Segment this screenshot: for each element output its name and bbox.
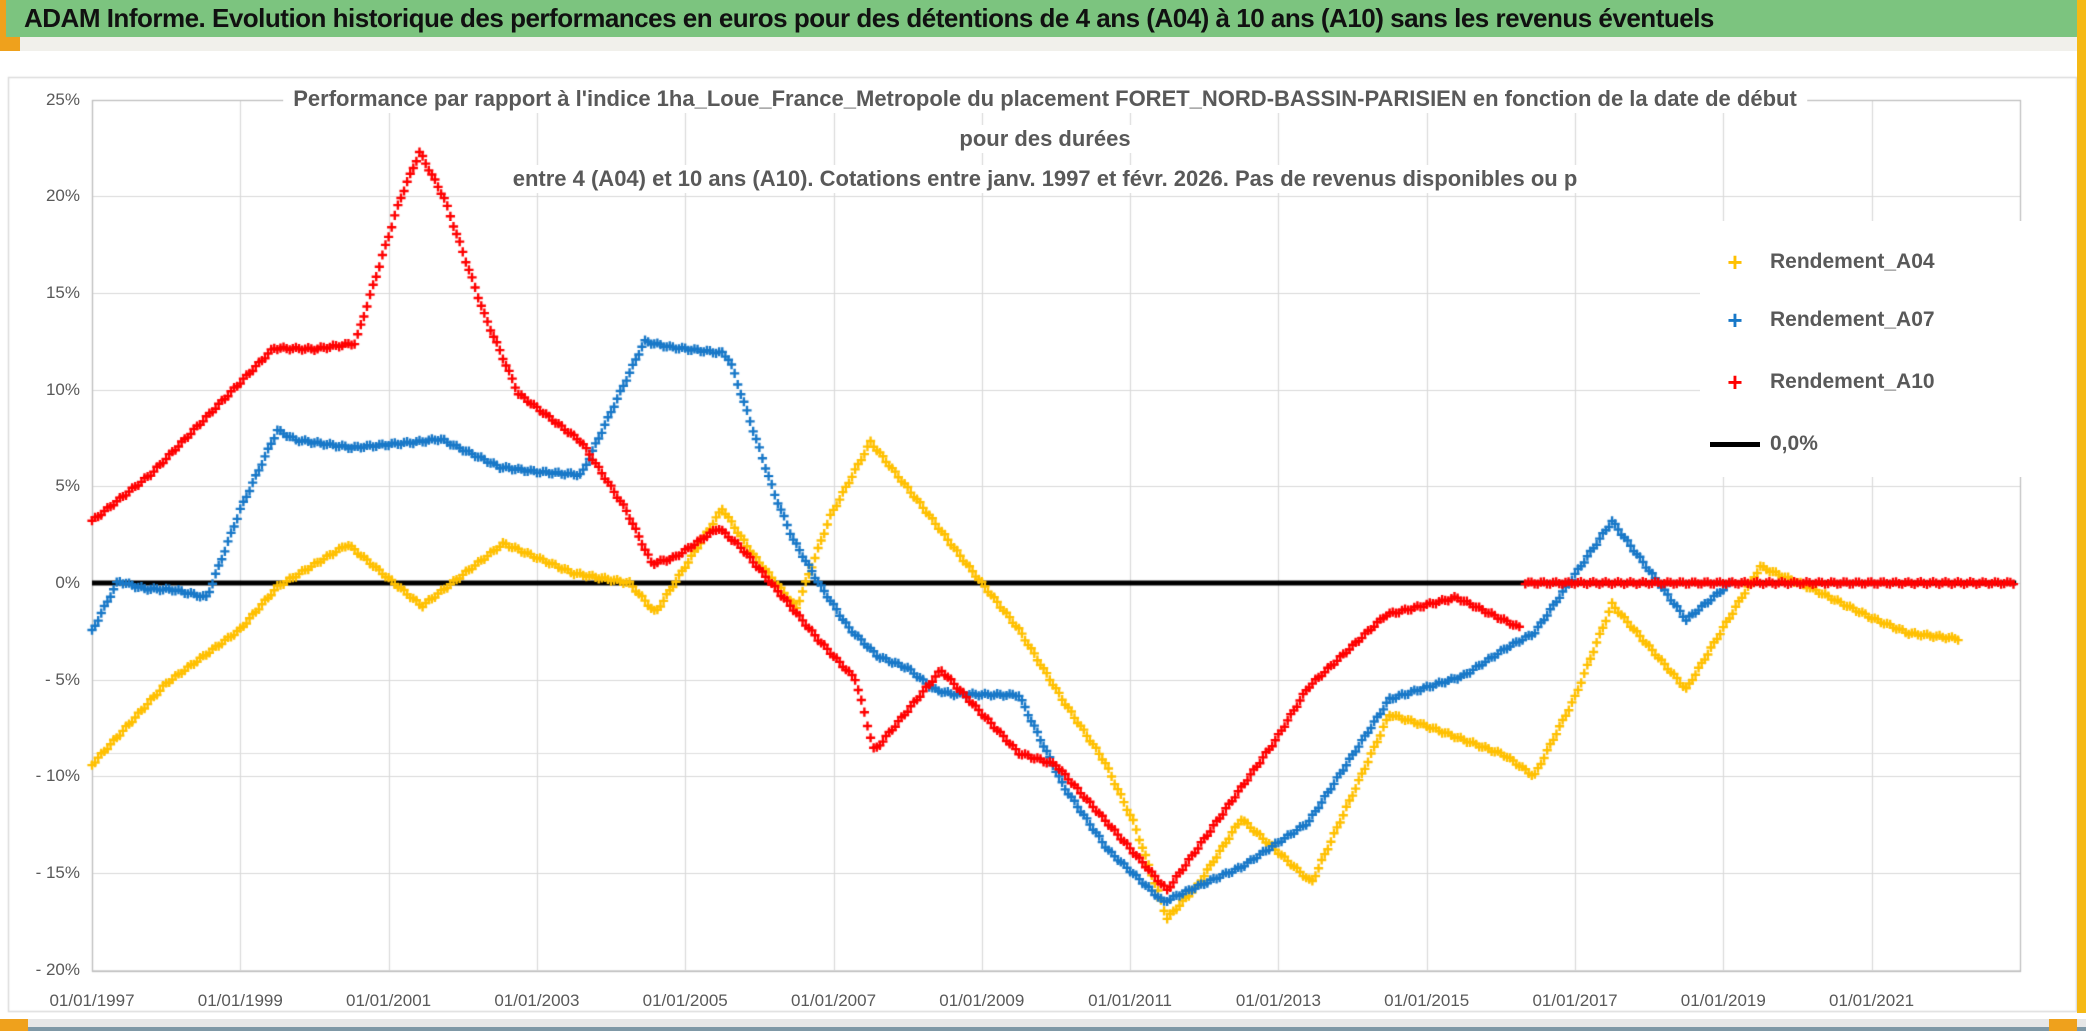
header-accent-square — [0, 37, 20, 51]
legend-label: 0,0% — [1770, 432, 1818, 455]
chart-title-line-3: entre 4 (A04) et 10 ans (A10). Cotations… — [502, 165, 1588, 193]
legend-label: Rendement_A10 — [1770, 370, 1935, 393]
bottom-left-accent-square — [0, 1019, 28, 1031]
x-tick-label: 01/01/2009 — [939, 991, 1025, 1010]
x-tick-label: 01/01/2007 — [790, 991, 877, 1010]
legend-plus-marker: + — [1727, 305, 1743, 335]
y-tick-label: - 20% — [35, 959, 80, 979]
y-tick-label: - 15% — [35, 862, 80, 882]
legend-item-rendement-a07[interactable]: + Rendement_A07 — [1700, 305, 1935, 335]
chart-canvas — [0, 51, 2077, 1013]
legend-item-rendement-a04[interactable]: + Rendement_A04 — [1700, 247, 1935, 277]
legend-plus-marker: + — [1727, 247, 1743, 277]
x-tick-label: 01/01/1997 — [49, 991, 135, 1010]
bottom-gap — [0, 1013, 2086, 1019]
x-tick-label: 01/01/2003 — [494, 991, 580, 1010]
x-tick-label: 01/01/2017 — [1532, 991, 1618, 1010]
y-tick-label: - 10% — [35, 766, 80, 786]
x-tick-label: 01/01/2011 — [1088, 991, 1173, 1010]
header-substrip — [0, 37, 2086, 51]
legend-item-0-0-[interactable]: 0,0% — [1700, 429, 1818, 459]
y-tick-label: 20% — [45, 186, 80, 206]
y-tick-label: - 5% — [45, 669, 80, 689]
chart-title-line-2: pour des durées — [949, 125, 1141, 153]
legend-item-rendement-a10[interactable]: + Rendement_A10 — [1700, 367, 1935, 397]
bottom-strip — [0, 1019, 2086, 1031]
app-title: ADAM Informe. Evolution historique des p… — [24, 3, 1714, 33]
y-tick-label: 15% — [45, 283, 80, 303]
y-tick-label: 25% — [45, 89, 80, 109]
legend-line-marker — [1710, 441, 1760, 447]
legend-plus-marker: + — [1727, 367, 1743, 397]
right-accent-strip — [2077, 0, 2086, 1031]
chart-area: Performance par rapport à l'indice 1ha_L… — [0, 51, 2077, 1013]
legend-label: Rendement_A07 — [1770, 308, 1935, 331]
x-tick-label: 01/01/2021 — [1829, 991, 1915, 1010]
y-tick-label: 0% — [55, 573, 80, 592]
x-tick-label: 01/01/2005 — [642, 991, 728, 1010]
legend: + Rendement_A04 + Rendement_A07 + Rendement_A… — [1700, 221, 2072, 477]
y-tick-label: 5% — [55, 476, 80, 496]
x-tick-label: 01/01/1999 — [197, 991, 283, 1010]
x-tick-label: 01/01/2001 — [346, 991, 432, 1010]
x-tick-label: 01/01/2013 — [1235, 991, 1321, 1010]
y-tick-label: 10% — [45, 379, 80, 399]
chart-title-line-1: Performance par rapport à l'indice 1ha_L… — [283, 85, 1807, 113]
x-tick-label: 01/01/2015 — [1384, 991, 1470, 1010]
legend-label: Rendement_A04 — [1770, 250, 1935, 273]
app-title-bar: ADAM Informe. Evolution historique des p… — [0, 0, 2086, 37]
bottom-right-accent-square — [2049, 1019, 2077, 1031]
x-tick-label: 01/01/2019 — [1680, 991, 1766, 1010]
